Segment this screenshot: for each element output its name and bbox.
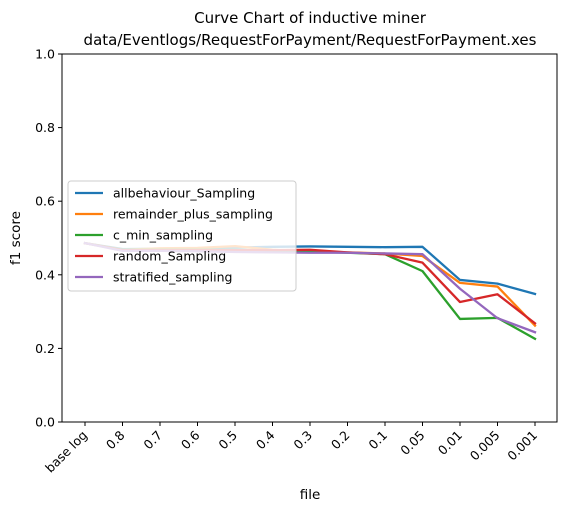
x-tick-label: 0.3 bbox=[290, 428, 315, 453]
y-axis-label: f1 score bbox=[8, 211, 24, 265]
y-tick-label: 0.2 bbox=[35, 341, 55, 356]
legend-label: allbehaviour_Sampling bbox=[113, 186, 255, 201]
x-tick-label: 0.4 bbox=[253, 427, 278, 452]
x-tick-label: 0.01 bbox=[435, 428, 465, 458]
y-tick-label: 0.6 bbox=[35, 194, 55, 209]
legend-label: remainder_plus_sampling bbox=[113, 207, 273, 222]
legend: allbehaviour_Sampling remainder_plus_samp… bbox=[67, 180, 297, 292]
x-tick-label: 0.2 bbox=[328, 428, 353, 453]
x-tick-label: 0.7 bbox=[140, 428, 165, 453]
legend-label: c_min_sampling bbox=[113, 228, 213, 243]
legend-label: stratified_sampling bbox=[113, 270, 232, 285]
y-tick-label: 0.4 bbox=[35, 267, 55, 282]
y-axis: 0.0 0.2 0.4 0.6 0.8 1.0 bbox=[35, 47, 62, 430]
legend-box bbox=[67, 180, 297, 292]
y-tick-label: 0.0 bbox=[35, 415, 55, 430]
x-tick-label: 0.05 bbox=[397, 428, 427, 458]
x-tick-label: 0.1 bbox=[365, 428, 390, 453]
x-axis-label: file bbox=[300, 487, 321, 503]
x-tick-label: 0.6 bbox=[178, 427, 203, 452]
y-tick-label: 0.8 bbox=[35, 120, 55, 135]
x-tick-label: base log bbox=[42, 428, 90, 476]
chart-title-line-1: Curve Chart of inductive miner bbox=[194, 9, 427, 27]
x-tick-label: 0.005 bbox=[467, 428, 503, 464]
x-axis: base log 0.8 0.7 0.6 0.5 0.4 0.3 0.2 0.1 0.05 0.01… bbox=[42, 422, 540, 475]
x-tick-label: 0.001 bbox=[504, 428, 540, 464]
chart-title-line-2: data/Eventlogs/RequestForPayment/Request… bbox=[84, 31, 537, 49]
y-tick-label: 1.0 bbox=[35, 47, 55, 62]
legend-label: random_Sampling bbox=[113, 249, 226, 264]
x-tick-label: 0.5 bbox=[215, 428, 240, 453]
x-tick-label: 0.8 bbox=[103, 427, 128, 452]
